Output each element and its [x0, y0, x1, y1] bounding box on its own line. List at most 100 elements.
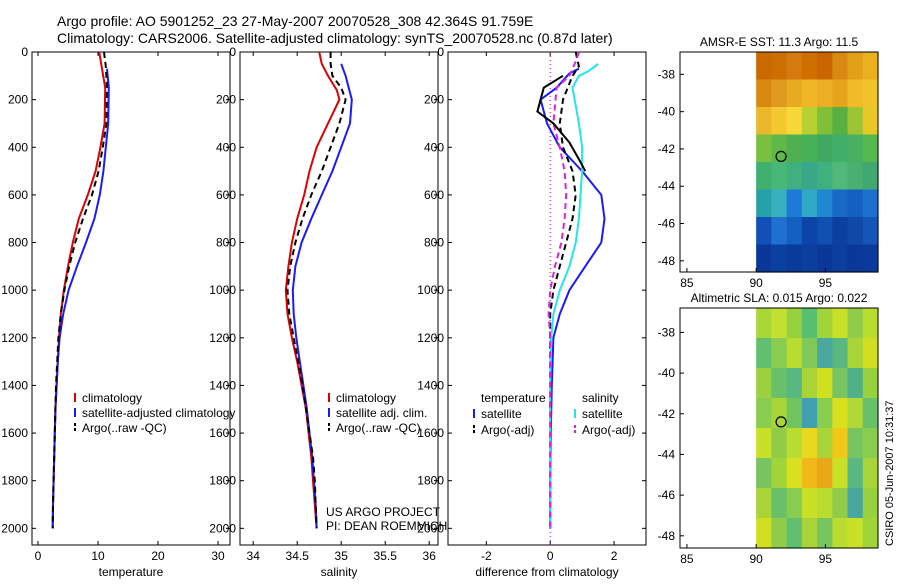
series-line-satellite-adjusted-climatology — [51, 68, 110, 529]
map-cell — [771, 518, 788, 549]
map-cell — [801, 398, 818, 429]
map-cell — [847, 518, 864, 549]
pi-label: PI: DEAN ROEMMICH — [326, 519, 447, 533]
map-cell — [817, 488, 833, 519]
map-cell — [862, 308, 879, 339]
salinity-profile-xlabel: salinity — [321, 565, 358, 579]
map-cell — [786, 518, 803, 549]
x-tick-label: 34 — [247, 549, 261, 563]
map-cell — [786, 134, 803, 163]
map-cell — [817, 79, 833, 108]
y-tick-label: -44 — [658, 179, 676, 193]
y-tick-label: 1400 — [209, 378, 236, 392]
map-cell — [786, 107, 803, 136]
map-cell — [786, 488, 803, 519]
x-tick-label: 34.5 — [286, 549, 310, 563]
map-cell — [771, 52, 788, 81]
y-tick-label: 1000 — [209, 283, 236, 297]
x-tick-label: 95 — [819, 552, 833, 566]
y-tick-label: 1600 — [209, 426, 236, 440]
map-cell — [771, 189, 788, 218]
legend-label: satellite adj. clim. — [336, 406, 427, 420]
map-cell — [847, 488, 864, 519]
y-tick-label: 0 — [21, 45, 28, 59]
map-cell — [862, 244, 879, 273]
map-cell — [862, 368, 879, 399]
series-line-temperature-satellite — [539, 67, 606, 529]
map-cell — [832, 458, 849, 489]
map-cell — [847, 308, 864, 339]
series-line-salinity-argo-adj- — [547, 51, 580, 529]
y-tick-label: 1800 — [1, 474, 28, 488]
legend-label: Argo(..raw -QC) — [336, 421, 421, 435]
x-tick-label: 90 — [749, 552, 763, 566]
map-cell — [786, 162, 803, 191]
map-cell — [771, 244, 788, 273]
map-cell — [756, 458, 772, 489]
map-cell — [847, 217, 864, 246]
y-tick-label: 800 — [8, 236, 28, 250]
map-cell — [786, 189, 803, 218]
y-tick-label: 600 — [8, 188, 28, 202]
map-cell — [771, 162, 788, 191]
map-cell — [862, 107, 879, 136]
y-tick-label: -38 — [658, 325, 676, 339]
map-cell — [817, 189, 833, 218]
map-cell — [771, 107, 788, 136]
map-cell — [756, 368, 772, 399]
map-cell — [832, 107, 849, 136]
map-cell — [862, 79, 879, 108]
map-cell — [862, 217, 879, 246]
x-tick-label: 85 — [680, 276, 694, 290]
map-cell — [771, 134, 788, 163]
map-cell — [801, 189, 818, 218]
difference-profile-frame — [447, 51, 647, 546]
map-cell — [862, 338, 879, 369]
y-tick-label: 1000 — [1, 283, 28, 297]
map-cell — [771, 398, 788, 429]
map-cell — [817, 52, 833, 81]
map-cell — [801, 79, 818, 108]
map-cell — [832, 488, 849, 519]
y-tick-label: 1800 — [417, 474, 444, 488]
map-cell — [756, 518, 772, 549]
map-cell — [862, 458, 879, 489]
x-tick-label: 2 — [611, 549, 618, 563]
timestamp-label: CSIRO 05-Jun-2007 10:31:37 — [884, 400, 896, 546]
map-cell — [847, 428, 864, 459]
map-cell — [801, 428, 818, 459]
y-tick-label: 2000 — [1, 521, 28, 535]
map-cell — [847, 368, 864, 399]
map-cell — [847, 244, 864, 273]
y-tick-label: 1400 — [417, 378, 444, 392]
map-cell — [771, 368, 788, 399]
map-cell — [847, 162, 864, 191]
map-cell — [817, 428, 833, 459]
map-cell — [786, 79, 803, 108]
y-tick-label: -42 — [658, 407, 676, 421]
map-cell — [832, 518, 849, 549]
legend-label: climatology — [82, 391, 142, 405]
difference-profile-xlabel: difference from climatology — [475, 565, 618, 579]
map-cell — [756, 308, 772, 339]
x-tick-label: 85 — [680, 552, 694, 566]
map-cell — [862, 189, 879, 218]
y-tick-label: -40 — [658, 105, 676, 119]
map-cell — [862, 518, 879, 549]
y-tick-label: -38 — [658, 67, 676, 81]
y-tick-label: 1400 — [1, 378, 28, 392]
map-cell — [756, 52, 772, 81]
salinity-profile-frame — [239, 51, 439, 546]
map-cell — [756, 162, 772, 191]
x-tick-label: 35.5 — [374, 549, 398, 563]
map-cell — [862, 488, 879, 519]
x-tick-label: 35 — [335, 549, 349, 563]
y-tick-label: 2000 — [209, 521, 236, 535]
map-cell — [847, 189, 864, 218]
map-cell — [786, 244, 803, 273]
y-tick-label: 800 — [424, 236, 444, 250]
map-cell — [756, 107, 772, 136]
y-tick-label: 1600 — [417, 426, 444, 440]
y-tick-label: 1800 — [209, 474, 236, 488]
